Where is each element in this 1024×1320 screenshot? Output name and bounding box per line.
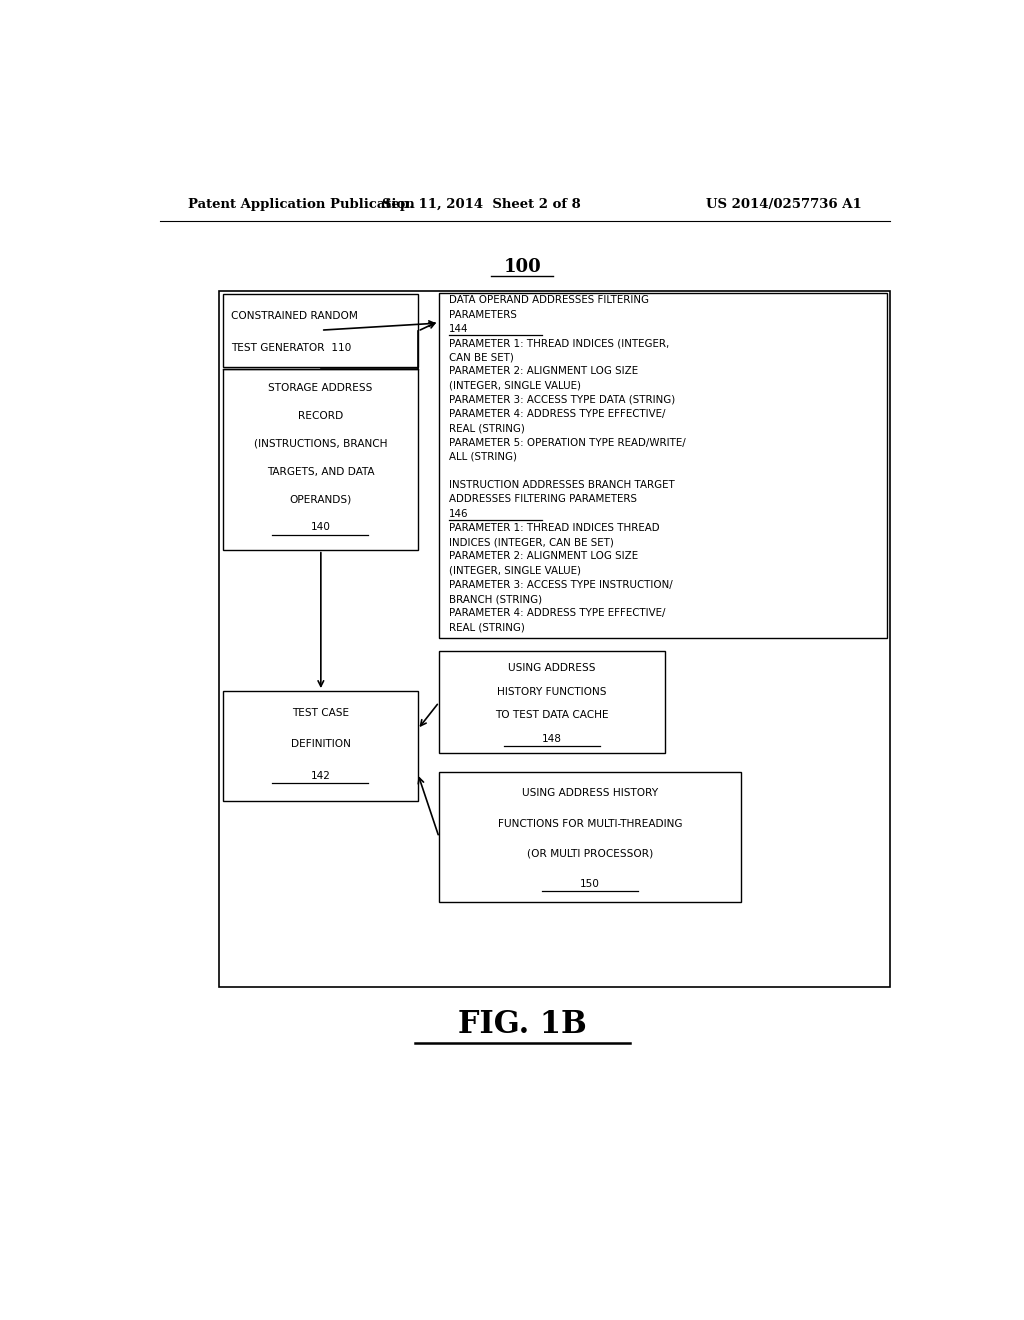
Text: PARAMETERS: PARAMETERS	[449, 310, 516, 319]
Text: USING ADDRESS: USING ADDRESS	[509, 663, 596, 673]
Text: (INTEGER, SINGLE VALUE): (INTEGER, SINGLE VALUE)	[449, 565, 581, 576]
Text: Sep. 11, 2014  Sheet 2 of 8: Sep. 11, 2014 Sheet 2 of 8	[382, 198, 581, 211]
Text: (OR MULTI PROCESSOR): (OR MULTI PROCESSOR)	[526, 849, 653, 859]
Text: TEST CASE: TEST CASE	[292, 708, 349, 718]
Text: PARAMETER 1: THREAD INDICES (INTEGER,: PARAMETER 1: THREAD INDICES (INTEGER,	[449, 338, 669, 348]
Text: INSTRUCTION ADDRESSES BRANCH TARGET: INSTRUCTION ADDRESSES BRANCH TARGET	[449, 480, 675, 490]
Bar	[223, 368, 418, 549]
Text: OPERANDS): OPERANDS)	[290, 495, 351, 504]
Text: 144: 144	[449, 323, 468, 334]
Text: (INTEGER, SINGLE VALUE): (INTEGER, SINGLE VALUE)	[449, 380, 581, 391]
Text: PARAMETER 3: ACCESS TYPE INSTRUCTION/: PARAMETER 3: ACCESS TYPE INSTRUCTION/	[449, 579, 673, 590]
Bar	[223, 293, 418, 367]
Text: STORAGE ADDRESS: STORAGE ADDRESS	[268, 383, 373, 393]
Text: 100: 100	[504, 259, 542, 276]
Text: US 2014/0257736 A1: US 2014/0257736 A1	[707, 198, 862, 211]
Text: FIG. 1B: FIG. 1B	[458, 1008, 587, 1040]
Text: 150: 150	[580, 879, 600, 890]
Text: FUNCTIONS FOR MULTI-THREADING: FUNCTIONS FOR MULTI-THREADING	[498, 818, 682, 829]
Text: TEST GENERATOR  110: TEST GENERATOR 110	[231, 343, 351, 352]
Text: HISTORY FUNCTIONS: HISTORY FUNCTIONS	[498, 686, 607, 697]
Text: TO TEST DATA CACHE: TO TEST DATA CACHE	[496, 710, 609, 721]
Text: 142: 142	[310, 771, 331, 780]
Text: USING ADDRESS HISTORY: USING ADDRESS HISTORY	[522, 788, 658, 799]
Text: BRANCH (STRING): BRANCH (STRING)	[449, 594, 542, 605]
Bar	[439, 651, 666, 752]
Text: 146: 146	[449, 508, 468, 519]
Text: REAL (STRING): REAL (STRING)	[449, 623, 524, 632]
Text: PARAMETER 1: THREAD INDICES THREAD: PARAMETER 1: THREAD INDICES THREAD	[449, 523, 659, 533]
Text: (INSTRUCTIONS, BRANCH: (INSTRUCTIONS, BRANCH	[254, 440, 387, 449]
Text: PARAMETER 3: ACCESS TYPE DATA (STRING): PARAMETER 3: ACCESS TYPE DATA (STRING)	[449, 395, 675, 405]
Text: PARAMETER 4: ADDRESS TYPE EFFECTIVE/: PARAMETER 4: ADDRESS TYPE EFFECTIVE/	[449, 409, 666, 420]
Text: PARAMETER 2: ALIGNMENT LOG SIZE: PARAMETER 2: ALIGNMENT LOG SIZE	[449, 552, 638, 561]
Text: CAN BE SET): CAN BE SET)	[449, 352, 513, 362]
Text: REAL (STRING): REAL (STRING)	[449, 424, 524, 433]
Text: PARAMETER 5: OPERATION TYPE READ/WRITE/: PARAMETER 5: OPERATION TYPE READ/WRITE/	[449, 438, 685, 447]
Text: ALL (STRING): ALL (STRING)	[449, 451, 517, 462]
Text: CONSTRAINED RANDOM: CONSTRAINED RANDOM	[231, 310, 358, 321]
Text: DATA OPERAND ADDRESSES FILTERING: DATA OPERAND ADDRESSES FILTERING	[449, 296, 648, 305]
Text: PARAMETER 2: ALIGNMENT LOG SIZE: PARAMETER 2: ALIGNMENT LOG SIZE	[449, 367, 638, 376]
Bar	[439, 772, 740, 903]
Text: PARAMETER 4: ADDRESS TYPE EFFECTIVE/: PARAMETER 4: ADDRESS TYPE EFFECTIVE/	[449, 609, 666, 618]
Text: TARGETS, AND DATA: TARGETS, AND DATA	[266, 467, 374, 477]
Text: DEFINITION: DEFINITION	[291, 739, 350, 750]
Text: 148: 148	[542, 734, 562, 743]
Bar	[223, 690, 418, 801]
Text: Patent Application Publication: Patent Application Publication	[187, 198, 415, 211]
Text: ADDRESSES FILTERING PARAMETERS: ADDRESSES FILTERING PARAMETERS	[449, 495, 637, 504]
Text: 140: 140	[310, 523, 331, 532]
Text: INDICES (INTEGER, CAN BE SET): INDICES (INTEGER, CAN BE SET)	[449, 537, 613, 548]
Bar	[219, 290, 890, 987]
Bar	[439, 293, 888, 638]
Text: RECORD: RECORD	[298, 411, 343, 421]
